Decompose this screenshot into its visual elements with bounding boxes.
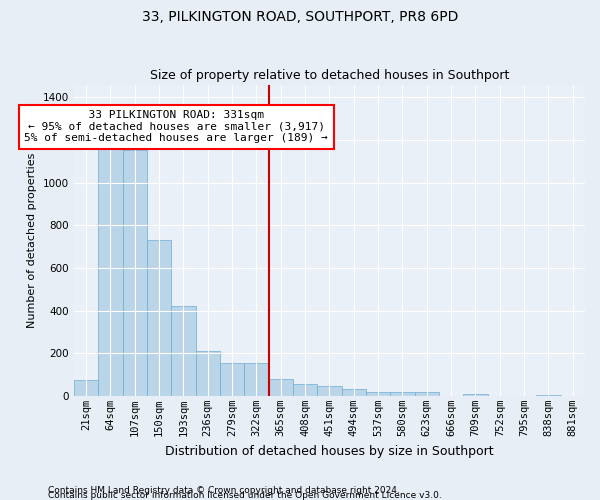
Bar <box>171 306 196 396</box>
Bar <box>341 390 366 396</box>
Bar <box>147 240 171 396</box>
Bar <box>98 148 122 396</box>
Bar <box>390 392 415 396</box>
Bar <box>244 363 269 396</box>
Bar <box>536 395 560 396</box>
Bar <box>415 392 439 396</box>
Bar <box>293 384 317 396</box>
Text: 33, PILKINGTON ROAD, SOUTHPORT, PR8 6PD: 33, PILKINGTON ROAD, SOUTHPORT, PR8 6PD <box>142 10 458 24</box>
Bar <box>122 150 147 396</box>
Y-axis label: Number of detached properties: Number of detached properties <box>27 152 37 328</box>
Bar <box>196 351 220 396</box>
Bar <box>366 392 390 396</box>
Text: 33 PILKINGTON ROAD: 331sqm  
← 95% of detached houses are smaller (3,917)
5% of : 33 PILKINGTON ROAD: 331sqm ← 95% of deta… <box>24 110 328 144</box>
Bar <box>220 363 244 396</box>
Title: Size of property relative to detached houses in Southport: Size of property relative to detached ho… <box>150 69 509 82</box>
Bar <box>317 386 341 396</box>
Bar <box>463 394 488 396</box>
Text: Contains HM Land Registry data © Crown copyright and database right 2024.: Contains HM Land Registry data © Crown c… <box>48 486 400 495</box>
Bar <box>269 379 293 396</box>
Bar <box>74 380 98 396</box>
X-axis label: Distribution of detached houses by size in Southport: Distribution of detached houses by size … <box>165 444 494 458</box>
Text: Contains public sector information licensed under the Open Government Licence v3: Contains public sector information licen… <box>48 491 442 500</box>
